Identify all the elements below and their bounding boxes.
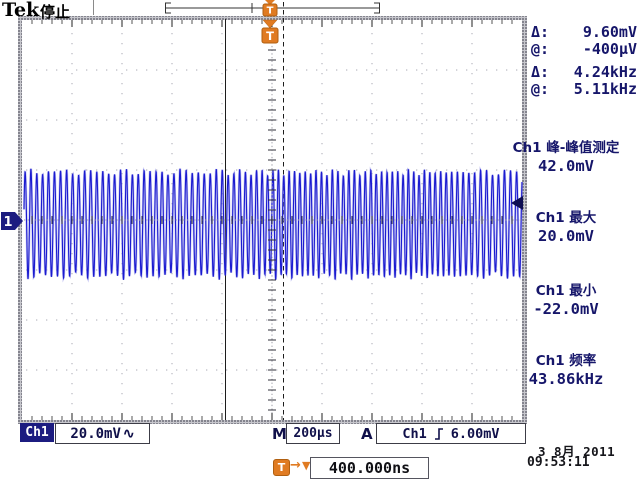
channel1-tag: Ch1: [20, 423, 54, 442]
trigger-settings-box[interactable]: Ch1 6.00mV: [376, 423, 526, 444]
timebase-box[interactable]: 200μs: [286, 423, 340, 444]
readout-at-frequency: @: 5.11kHz: [531, 82, 637, 97]
vertical-scale-box[interactable]: 20.0mV ∿: [55, 423, 150, 444]
readout-delta-voltage: Δ: 9.60mV: [531, 25, 637, 40]
trigger-position-marker[interactable]: T: [261, 19, 279, 44]
coupling-sine-icon: ∿: [122, 425, 135, 442]
trigger-position-t-label: T: [266, 29, 274, 43]
trigger-level-value: 6.00mV: [450, 425, 500, 442]
date-display: 3 8月 2011: [538, 444, 616, 459]
measurement-value: 20.0mV: [538, 226, 594, 245]
measurement-label: Ch1 频率: [535, 353, 597, 369]
readout-value: 5.11kHz: [573, 80, 637, 98]
readout-delta-frequency: Δ: 4.24kHz: [531, 65, 637, 80]
acquisition-status: 停止: [40, 3, 71, 21]
record-view-t-label: T: [267, 6, 274, 17]
timebase-label: M: [272, 425, 287, 443]
readout-label: @:: [531, 40, 550, 58]
waveform-trace: [23, 166, 523, 283]
trigger-delay-t-icon: T: [273, 459, 290, 476]
readout-label: @:: [531, 80, 550, 98]
readout-label: Δ:: [531, 23, 550, 41]
trigger-delay-value: 400.000ns: [328, 459, 411, 477]
triangle-down-icon: ▼: [302, 459, 311, 472]
measurement-frequency: Ch1 频率 43.86kHz: [492, 353, 640, 389]
measurement-min: Ch1 最小 -22.0mV: [492, 283, 640, 319]
measurement-peak-to-peak: Ch1 峰-峰值测定 42.0mV: [492, 140, 640, 176]
time-display: 09:53:11: [527, 455, 590, 470]
waveform-main: [23, 168, 523, 281]
readout-at-voltage: @: -400μV: [531, 42, 637, 57]
vertical-scale-value: 20.0mV: [70, 425, 121, 442]
trigger-level-arrow-icon[interactable]: [511, 196, 523, 210]
trigger-source: Ch1: [402, 425, 427, 442]
readout-value: 4.24kHz: [573, 63, 637, 81]
channel1-marker-label: 1: [3, 215, 12, 230]
measurement-label: Ch1 峰-峰值测定: [512, 140, 620, 156]
measurement-max: Ch1 最大 20.0mV: [492, 210, 640, 246]
arrow-right-icon: →: [290, 458, 301, 473]
record-view-trigger-marker[interactable]: T: [262, 0, 278, 17]
measurement-value: 42.0mV: [538, 156, 594, 175]
measurement-value: -22.0mV: [533, 299, 599, 318]
rising-edge-icon: [434, 427, 443, 440]
trigger-delay-box[interactable]: 400.000ns: [310, 457, 429, 479]
measurement-value: 43.86kHz: [528, 369, 604, 388]
trigger-mode-label: A: [361, 425, 373, 443]
measurement-label: Ch1 最小: [535, 283, 597, 299]
brand-logo: Tek: [2, 0, 40, 21]
readout-value: 9.60mV: [582, 23, 637, 41]
readout-label: Δ:: [531, 63, 550, 81]
measurement-label: Ch1 最大: [535, 210, 597, 226]
center-axes-and-ticks: [24, 20, 522, 420]
readout-value: -400μV: [582, 40, 637, 58]
channel1-marker[interactable]: 1: [1, 212, 23, 230]
timebase-value: 200μs: [293, 426, 333, 441]
